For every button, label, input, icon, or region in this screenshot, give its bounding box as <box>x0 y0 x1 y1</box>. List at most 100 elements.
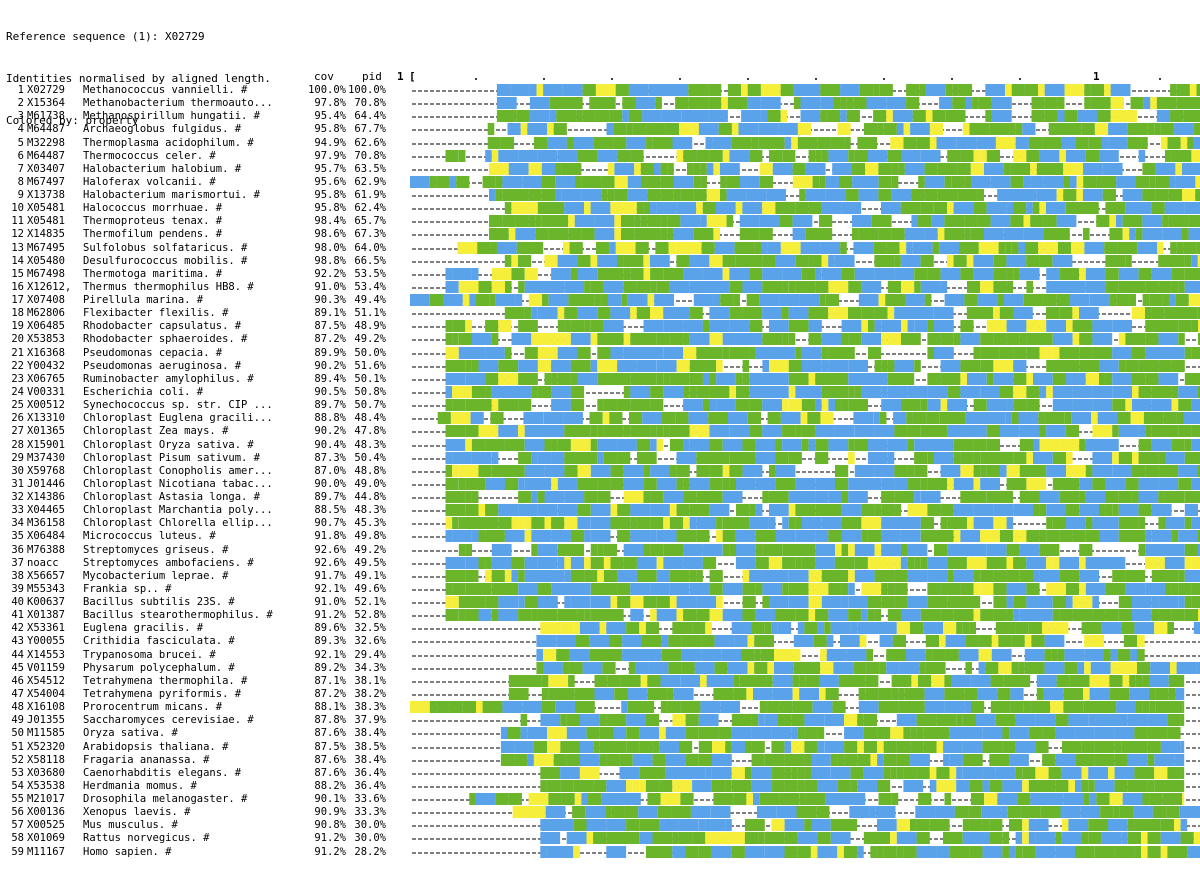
row-number: 54 <box>11 779 24 792</box>
residue-block <box>881 491 895 504</box>
residue-block <box>804 740 818 753</box>
residue-block <box>1145 372 1159 385</box>
residue-block <box>537 346 545 359</box>
residue-block <box>825 294 839 307</box>
residue-block <box>720 701 740 714</box>
residue-block <box>458 609 466 622</box>
residue-block <box>944 687 951 700</box>
residue-block <box>960 359 981 372</box>
residue-block <box>820 241 841 254</box>
residue-block <box>716 372 736 385</box>
residue-block <box>626 819 640 832</box>
residue-block <box>821 346 829 359</box>
coverage-value: 91.2% <box>314 845 346 858</box>
residue-block <box>940 333 954 346</box>
coverage-value: 89.4% <box>314 372 346 385</box>
residue-block <box>702 267 723 280</box>
residue-block <box>1066 320 1073 333</box>
residue-block <box>1196 661 1200 674</box>
residue-block <box>936 766 950 779</box>
residue-block <box>727 97 748 110</box>
residue-block <box>824 714 844 727</box>
residue-block <box>700 215 707 228</box>
residue-block <box>788 491 809 504</box>
residue-block <box>1031 97 1045 110</box>
residue-block <box>556 110 577 123</box>
residue-block <box>689 438 710 451</box>
residue-block <box>1043 215 1057 228</box>
residue-block <box>511 333 532 346</box>
residue-block <box>874 254 895 267</box>
residue-block <box>551 372 558 385</box>
residue-block <box>815 504 835 517</box>
residue-block <box>848 582 855 595</box>
residue-block <box>1088 766 1108 779</box>
residue-block <box>647 189 661 202</box>
residue-block <box>547 740 561 753</box>
residue-block <box>685 727 699 740</box>
residue-block <box>927 451 934 464</box>
coverage-value: 95.8% <box>314 189 346 202</box>
residue-block <box>980 333 994 346</box>
residue-block <box>953 438 967 451</box>
residue-block <box>826 110 841 123</box>
residue-block <box>679 714 686 727</box>
residue-block <box>991 635 999 648</box>
organism-name: Drosophila melanogaster. # <box>83 793 248 806</box>
residue-block <box>910 727 917 740</box>
residue-block <box>640 162 654 175</box>
residue-block <box>1195 189 1200 202</box>
residue-block <box>610 517 631 530</box>
residue-block <box>1056 189 1064 202</box>
residue-block <box>788 385 796 398</box>
residue-block <box>858 687 866 700</box>
residue-block <box>746 793 753 806</box>
residue-block <box>819 215 833 228</box>
residue-block <box>952 412 966 425</box>
residue-block <box>762 254 776 267</box>
residue-block <box>997 687 1011 700</box>
sequence-track <box>410 701 1200 714</box>
residue-block <box>443 294 463 307</box>
residue-block <box>590 517 611 530</box>
residue-block <box>465 425 479 438</box>
residue-block <box>729 307 743 320</box>
residue-block <box>1178 464 1198 477</box>
residue-block <box>1072 596 1080 609</box>
residue-block <box>551 517 565 530</box>
residue-block <box>1191 149 1198 162</box>
residue-block <box>1044 412 1052 425</box>
residue-block <box>1013 372 1027 385</box>
residue-block <box>907 385 928 398</box>
residue-block <box>978 241 999 254</box>
residue-block <box>940 359 961 372</box>
residue-block <box>681 648 702 661</box>
residue-block <box>1142 674 1149 687</box>
residue-block <box>548 687 562 700</box>
residue-block <box>811 766 831 779</box>
accession-id: X58118 <box>27 753 65 766</box>
residue-block <box>1039 530 1047 543</box>
residue-block <box>1117 648 1131 661</box>
row-number: 55 <box>11 793 24 806</box>
residue-block <box>531 267 538 280</box>
alignment-row: 52 X58118 Fragaria ananassa. #87.6% 38.4% <box>0 753 1200 766</box>
residue-block <box>939 635 946 648</box>
residue-block <box>775 346 796 359</box>
residue-block <box>570 320 578 333</box>
residue-block <box>972 97 979 110</box>
residue-block <box>1198 464 1200 477</box>
residue-block <box>498 609 519 622</box>
residue-block <box>485 425 492 438</box>
residue-block <box>1040 806 1061 819</box>
residue-block <box>802 517 822 530</box>
residue-block <box>731 136 752 149</box>
residue-block <box>491 333 499 346</box>
residue-block <box>1044 661 1065 674</box>
residue-block <box>1033 504 1040 517</box>
residue-block <box>1043 793 1064 806</box>
residue-block <box>804 622 818 635</box>
residue-block <box>1108 123 1128 136</box>
residue-block <box>742 372 750 385</box>
residue-block <box>744 779 752 792</box>
